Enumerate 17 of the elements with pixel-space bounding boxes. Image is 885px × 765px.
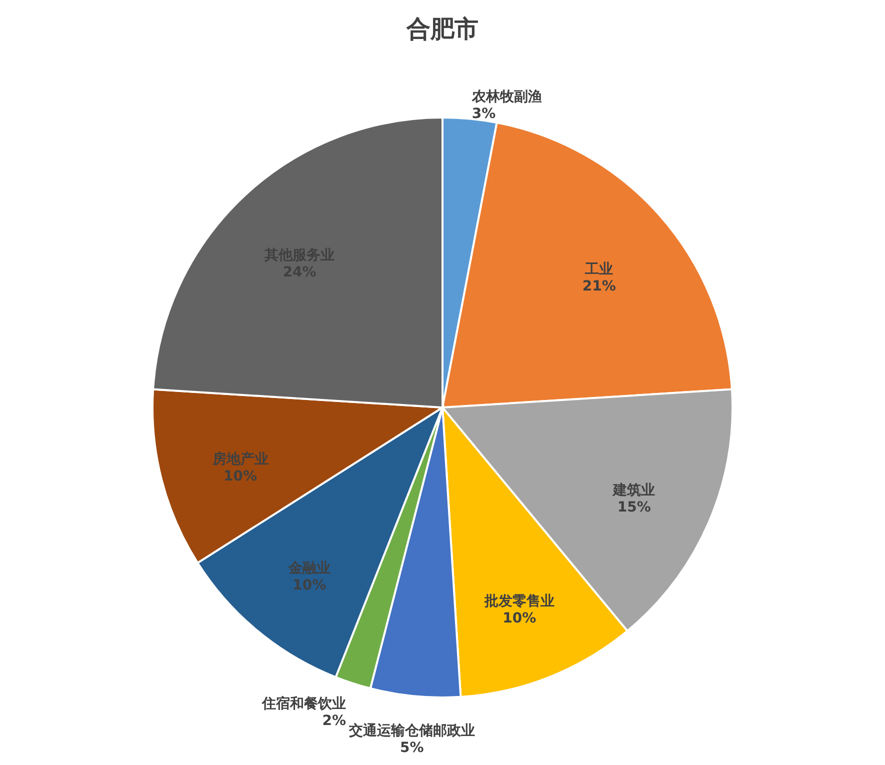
- chart-title: 合肥市: [406, 15, 478, 43]
- slice-label: 工业: [584, 261, 614, 278]
- data-label: 2%: [322, 713, 346, 730]
- slice-label: 房地产业: [211, 450, 268, 468]
- slice-label: 批发零售业: [483, 594, 554, 610]
- data-label: 3%: [472, 106, 496, 122]
- data-label: 10%: [292, 577, 326, 594]
- slice-label: 金融业: [287, 560, 330, 576]
- data-label: 10%: [502, 610, 536, 627]
- slice-label: 住宿和餐饮业: [261, 695, 346, 712]
- data-label: 10%: [224, 468, 258, 484]
- slice-label: 农林牧副渔: [470, 88, 542, 105]
- data-label: 21%: [582, 278, 616, 294]
- slice-label: 交通运输仓储邮政业: [348, 722, 475, 740]
- data-label: 5%: [400, 740, 424, 756]
- data-label: 15%: [617, 499, 651, 516]
- slice-label: 建筑业: [612, 482, 656, 498]
